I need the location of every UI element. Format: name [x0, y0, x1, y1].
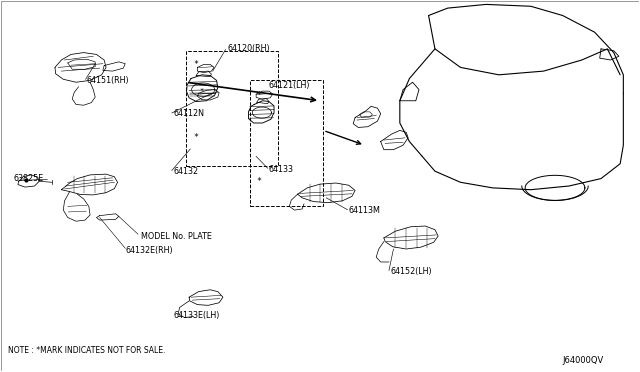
- Text: 64133: 64133: [269, 165, 294, 174]
- Text: *: *: [193, 133, 198, 142]
- Text: NOTE : *MARK INDICATES NOT FOR SALE.: NOTE : *MARK INDICATES NOT FOR SALE.: [8, 346, 166, 355]
- Text: MODEL No. PLATE: MODEL No. PLATE: [141, 231, 212, 241]
- Text: 64132E(RH): 64132E(RH): [125, 246, 173, 255]
- Text: 64132: 64132: [173, 167, 198, 176]
- Text: 64120(RH): 64120(RH): [227, 44, 270, 53]
- Text: 64121(LH): 64121(LH): [269, 81, 310, 90]
- Text: *: *: [199, 87, 204, 93]
- Text: *: *: [256, 177, 261, 186]
- Text: 64113M: 64113M: [349, 206, 381, 215]
- Text: 64112N: 64112N: [173, 109, 204, 118]
- Text: 64133E(LH): 64133E(LH): [173, 311, 220, 320]
- Text: 63825E: 63825E: [13, 174, 44, 183]
- Text: *: *: [193, 60, 198, 69]
- Text: 64152(LH): 64152(LH): [390, 267, 432, 276]
- Bar: [186, 51, 278, 166]
- Text: *: *: [256, 91, 261, 100]
- Text: J64000QV: J64000QV: [563, 356, 604, 365]
- Bar: [250, 80, 323, 206]
- Text: 64151(RH): 64151(RH): [87, 76, 129, 85]
